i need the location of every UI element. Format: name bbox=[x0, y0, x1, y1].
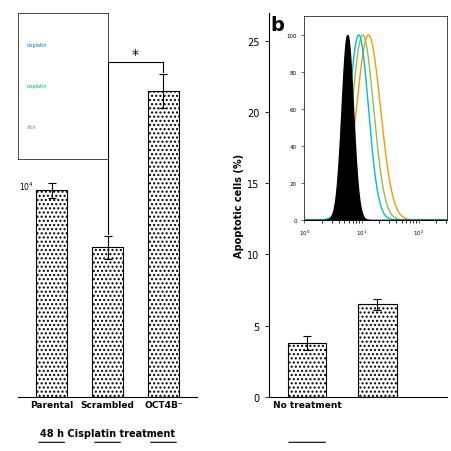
Text: *: * bbox=[132, 48, 139, 62]
Bar bbox=[148, 92, 179, 397]
Bar bbox=[36, 191, 67, 397]
Text: b: b bbox=[270, 16, 284, 35]
Bar bbox=[92, 248, 123, 397]
Text: $10^4$: $10^4$ bbox=[19, 181, 34, 193]
Bar bbox=[287, 343, 326, 397]
X-axis label: 48 h Cisplatin treatment: 48 h Cisplatin treatment bbox=[40, 428, 175, 438]
Bar bbox=[357, 304, 396, 397]
Y-axis label: Apoptotic cells (%): Apoptotic cells (%) bbox=[234, 153, 244, 257]
